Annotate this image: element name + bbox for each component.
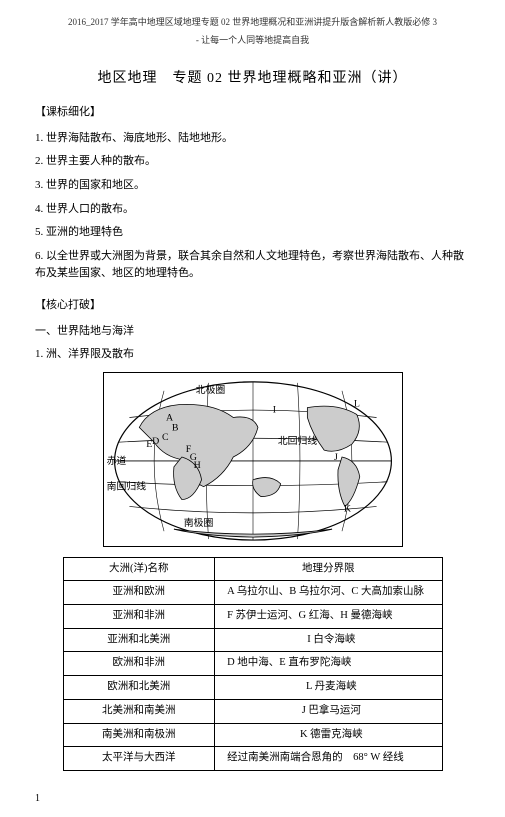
table-cell: L 丹麦海峡 xyxy=(215,676,442,700)
svg-text:E: E xyxy=(146,439,152,450)
table-cell: J 巴拿马运河 xyxy=(215,699,442,723)
boundary-table: 大洲(洋)名称 地理分界限 亚洲和欧洲A 乌拉尔山、B 乌拉尔河、C 大高加索山… xyxy=(63,557,443,771)
svg-text:K: K xyxy=(343,503,351,514)
list-item: 4. 世界人口的散布。 xyxy=(35,201,470,219)
document-subheader: - 让每一个人同等地提高自我 xyxy=(35,33,470,47)
list-item: 5. 亚洲的地理特色 xyxy=(35,224,470,242)
table-cell: I 白令海峡 xyxy=(215,628,442,652)
table-cell: D 地中海、E 直布罗陀海峡 xyxy=(215,652,442,676)
map-label-arctic: 北极圈 xyxy=(195,382,225,395)
table-row: 北美洲和南美洲J 巴拿马运河 xyxy=(63,699,442,723)
world-map-figure: A B C D E F G H I J K L 北极圈 北回归线 赤道 南回归线… xyxy=(103,372,403,547)
page-title: 地区地理 专题 02 世界地理概略和亚洲（讲） xyxy=(35,68,470,90)
table-row: 亚洲和欧洲A 乌拉尔山、B 乌拉尔河、C 大高加索山脉 xyxy=(63,581,442,605)
svg-text:D: D xyxy=(152,436,159,447)
subsection-heading: 一、世界陆地与海洋 xyxy=(35,323,470,341)
list-item: 3. 世界的国家和地区。 xyxy=(35,177,470,195)
table-cell: 亚洲和非洲 xyxy=(63,605,215,629)
table-cell: 北美洲和南美洲 xyxy=(63,699,215,723)
table-cell: 南美洲和南极洲 xyxy=(63,723,215,747)
svg-text:J: J xyxy=(334,452,338,463)
section-standards: 【课标细化】 xyxy=(35,104,470,122)
table-row: 亚洲和非洲F 苏伊士运河、G 红海、H 曼德海峡 xyxy=(63,605,442,629)
table-cell: 亚洲和欧洲 xyxy=(63,581,215,605)
table-header-cell: 地理分界限 xyxy=(215,557,442,581)
table-cell: 经过南美洲南端合恩角的 68° W 经线 xyxy=(215,747,442,771)
table-header-cell: 大洲(洋)名称 xyxy=(63,557,215,581)
map-label-antarctic: 南极圈 xyxy=(183,516,213,529)
map-label-equator: 赤道 xyxy=(106,454,126,467)
svg-text:I: I xyxy=(272,404,275,415)
table-header-row: 大洲(洋)名称 地理分界限 xyxy=(63,557,442,581)
document-header: 2016_2017 学年高中地理区域地理专题 02 世界地理概况和亚洲讲提升版含… xyxy=(35,15,470,29)
list-item: 2. 世界主要人种的散布。 xyxy=(35,153,470,171)
table-row: 南美洲和南极洲K 德雷克海峡 xyxy=(63,723,442,747)
table-cell: F 苏伊士运河、G 红海、H 曼德海峡 xyxy=(215,605,442,629)
list-item: 1. 世界海陆散布、海底地形、陆地地形。 xyxy=(35,130,470,148)
subsection-heading: 1. 洲、洋界限及散布 xyxy=(35,346,470,364)
map-label-tropic-cancer: 北回归线 xyxy=(277,434,317,447)
table-row: 太平洋与大西洋经过南美洲南端合恩角的 68° W 经线 xyxy=(63,747,442,771)
svg-text:B: B xyxy=(171,422,178,433)
table-cell: K 德雷克海峡 xyxy=(215,723,442,747)
table-cell: 欧洲和非洲 xyxy=(63,652,215,676)
table-cell: 太平洋与大西洋 xyxy=(63,747,215,771)
map-label-tropic-capricorn: 南回归线 xyxy=(106,479,146,492)
section-core: 【核心打破】 xyxy=(35,297,470,315)
table-row: 欧洲和北美洲L 丹麦海峡 xyxy=(63,676,442,700)
table-cell: 欧洲和北美洲 xyxy=(63,676,215,700)
svg-text:C: C xyxy=(162,432,169,443)
page-number: 1 xyxy=(35,791,470,807)
table-cell: 亚洲和北美洲 xyxy=(63,628,215,652)
svg-text:L: L xyxy=(353,398,359,409)
table-cell: A 乌拉尔山、B 乌拉尔河、C 大高加索山脉 xyxy=(215,581,442,605)
table-row: 欧洲和非洲D 地中海、E 直布罗陀海峡 xyxy=(63,652,442,676)
table-row: 亚洲和北美洲I 白令海峡 xyxy=(63,628,442,652)
svg-text:H: H xyxy=(193,460,200,471)
list-item: 6. 以全世界或大洲图为背景，联合其余自然和人文地理特色，考察世界海陆散布、人种… xyxy=(35,248,470,283)
